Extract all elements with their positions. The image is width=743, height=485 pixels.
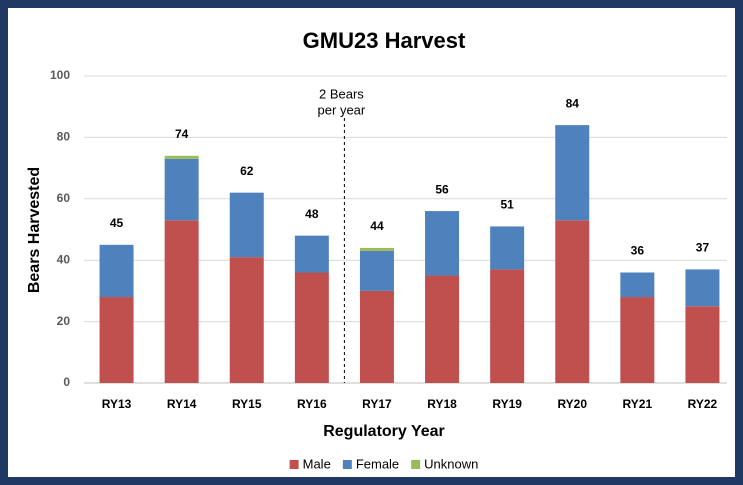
x-tick-label: RY21 [623,397,653,411]
total-label: 44 [370,219,384,233]
chart-title: GMU23 Harvest [303,28,466,53]
annotation: per year [318,102,366,117]
bar-segment [425,211,460,276]
legend-swatch [411,460,421,469]
legend-swatch [289,460,299,469]
x-tick-label: RY18 [427,397,457,411]
bar-segment [490,269,525,383]
legend-swatch [342,460,352,469]
y-tick-label: 40 [57,252,71,266]
total-label: 84 [566,96,580,110]
bar-segment [229,192,264,258]
x-tick-label: RY17 [362,397,392,411]
y-tick-label: 20 [57,314,71,328]
total-label: 51 [500,198,514,212]
bar-segment [99,244,134,298]
bar-segment [490,226,525,270]
x-tick-label: RY15 [232,397,262,411]
bar-segment [555,125,590,221]
bar-segment [294,235,329,273]
bar-segment [164,220,199,383]
total-label: 74 [175,127,189,141]
total-label: 62 [240,164,254,178]
bar-segment [620,297,655,383]
legend-label: Female [356,456,399,471]
legend-label: Unknown [424,456,478,471]
bar-segment [359,290,394,383]
bar-segment [685,306,720,383]
bar-segment [164,155,199,159]
bar-segment [164,158,199,221]
chart-background [8,8,735,477]
total-label: 45 [110,216,124,230]
x-tick-label: RY14 [167,397,197,411]
annotation: 2 Bears [319,86,364,101]
bar-segment [229,257,264,383]
x-tick-label: RY16 [297,397,327,411]
x-tick-label: RY19 [492,397,522,411]
y-tick-label: 0 [63,375,70,389]
bar-segment [425,275,460,383]
total-label: 56 [435,182,449,196]
bar-segment [294,272,329,383]
bar-segment [359,250,394,291]
x-tick-label: RY20 [557,397,587,411]
total-label: 48 [305,207,319,221]
x-tick-label: RY22 [688,397,718,411]
y-tick-label: 80 [57,130,71,144]
x-axis-label: Regulatory Year [323,423,445,440]
bar-segment [555,220,590,383]
y-tick-label: 60 [57,191,71,205]
total-label: 36 [631,244,645,258]
y-tick-label: 100 [50,68,70,82]
total-label: 37 [696,241,710,255]
y-axis-label: Bears Harvested [26,167,43,293]
bar-segment [359,247,394,251]
legend-label: Male [303,456,331,471]
bar-segment [685,269,720,307]
x-tick-label: RY13 [102,397,132,411]
bar-segment [99,297,134,383]
bar-segment [620,272,655,298]
